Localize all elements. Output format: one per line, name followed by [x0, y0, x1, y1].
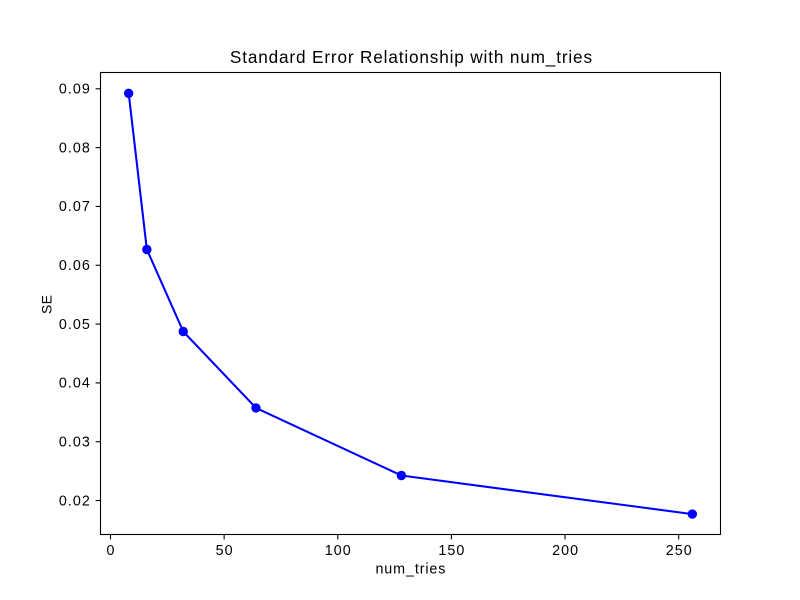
svg-text:200: 200 — [552, 543, 579, 559]
svg-text:0.02: 0.02 — [59, 493, 91, 509]
svg-text:0.09: 0.09 — [59, 82, 91, 98]
svg-text:150: 150 — [438, 543, 465, 559]
svg-text:SE: SE — [39, 294, 55, 314]
svg-text:0: 0 — [106, 543, 115, 559]
svg-text:0.03: 0.03 — [59, 435, 91, 451]
svg-text:50: 50 — [216, 543, 234, 559]
svg-text:num_tries: num_tries — [375, 562, 446, 578]
svg-text:0.04: 0.04 — [59, 376, 91, 392]
svg-text:0.07: 0.07 — [59, 199, 91, 215]
svg-text:0.06: 0.06 — [59, 258, 91, 274]
svg-text:Standard Error Relationship wi: Standard Error Relationship with num_tri… — [230, 47, 593, 67]
svg-text:250: 250 — [666, 543, 693, 559]
svg-text:100: 100 — [325, 543, 352, 559]
svg-text:0.05: 0.05 — [59, 317, 91, 333]
svg-text:0.08: 0.08 — [59, 140, 91, 156]
